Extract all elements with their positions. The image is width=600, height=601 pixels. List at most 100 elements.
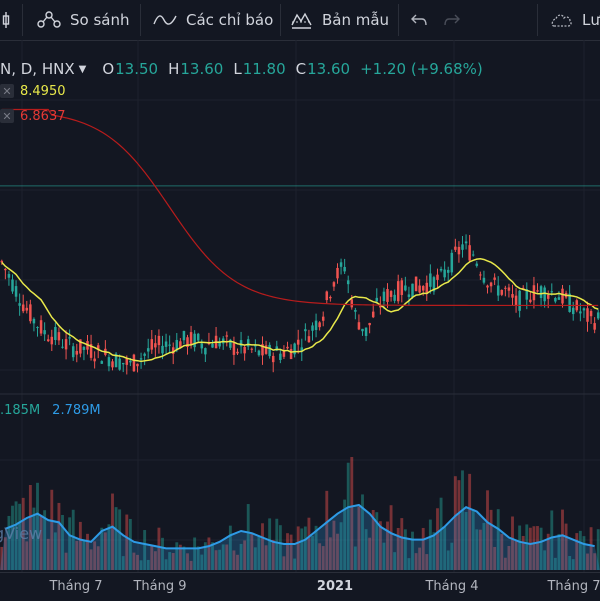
volume-bar — [439, 497, 443, 570]
candle-body — [582, 308, 586, 311]
candle-body — [161, 345, 164, 354]
redo-button[interactable] — [443, 0, 461, 40]
candle-body — [121, 362, 125, 365]
candle-body — [379, 305, 382, 308]
compare-button[interactable]: So sánh — [36, 0, 130, 40]
volume-bar — [68, 517, 72, 570]
volume-bar — [39, 514, 43, 570]
candle-body — [514, 295, 518, 306]
volume-bar — [428, 519, 432, 570]
candle-body — [29, 304, 32, 322]
volume-bar — [421, 527, 425, 570]
candle-body — [486, 285, 489, 288]
candle-body — [296, 339, 300, 345]
volume-bar — [286, 533, 289, 570]
volume-bar — [118, 509, 122, 570]
candle-body — [396, 281, 400, 302]
volume-bar — [82, 540, 86, 570]
candle-body — [182, 331, 186, 341]
volume-bar — [571, 559, 575, 570]
candle-body — [593, 323, 596, 330]
price-chart[interactable] — [0, 40, 600, 572]
candle-body — [314, 320, 318, 330]
volume-bar — [61, 514, 64, 570]
candle-body — [561, 288, 564, 304]
candle-body — [518, 290, 521, 311]
candle-body — [496, 285, 500, 296]
toolbar-divider — [537, 4, 538, 36]
compare-icon — [37, 11, 61, 28]
volume-bar — [378, 521, 382, 570]
volume-bar — [382, 542, 386, 570]
templates-button[interactable]: Bản mẫu — [290, 0, 389, 40]
candle-body — [436, 274, 439, 280]
candle-body — [125, 358, 129, 365]
candle-body — [557, 297, 561, 300]
save-button[interactable]: Lư — [548, 0, 600, 40]
undo-button[interactable] — [410, 0, 428, 40]
candle-body — [414, 276, 418, 292]
volume-bar — [303, 526, 307, 570]
volume-bar — [553, 557, 557, 570]
candle-body — [46, 339, 50, 342]
volume-bar — [450, 542, 454, 570]
volume-bar — [0, 546, 4, 570]
volume-bar — [446, 550, 450, 570]
ma-slow-value: 6.8637 — [20, 108, 66, 124]
volume-bar — [407, 558, 411, 570]
volume-bar — [321, 546, 325, 570]
volume-bar — [536, 526, 539, 570]
candle-body — [364, 327, 368, 336]
candle-body — [204, 348, 207, 355]
ma-fast-line — [1, 257, 599, 363]
candle-body — [11, 279, 14, 292]
volume-bar — [57, 502, 61, 570]
candle-body — [32, 318, 36, 324]
candle-body — [525, 289, 529, 300]
indicators-icon — [153, 15, 177, 25]
candle-body — [579, 311, 582, 314]
candle-body — [471, 254, 475, 256]
volume-bar — [50, 489, 54, 570]
time-axis[interactable]: Tháng 7 Tháng 9 2021 Tháng 4 Tháng 7 — [0, 572, 600, 601]
volume-bar — [186, 553, 189, 570]
volume-bar — [493, 546, 497, 570]
volume-bar — [518, 525, 522, 570]
volume-value: .185M — [0, 403, 41, 418]
volume-bar — [328, 537, 332, 570]
volume-bar — [357, 506, 361, 570]
candle-body — [439, 268, 443, 271]
candle-body — [454, 246, 457, 250]
volume-bar — [189, 560, 193, 570]
change-value: +1.20 (+9.68%) — [360, 60, 483, 78]
candle-body — [421, 286, 425, 291]
volume-bar — [521, 535, 525, 570]
tradingview-watermark: gView — [0, 524, 43, 543]
volume-bar — [411, 531, 414, 570]
symbol-dropdown-icon[interactable]: ▼ — [78, 63, 87, 75]
close-icon[interactable]: ✕ — [0, 109, 14, 123]
volume-bar — [236, 554, 239, 570]
volume-bar — [332, 520, 336, 570]
volume-bar — [228, 525, 232, 570]
candle-body — [386, 289, 389, 302]
candle-body — [143, 353, 146, 356]
volume-bar — [353, 546, 357, 570]
candle-body — [346, 280, 350, 285]
candle-body — [189, 332, 193, 345]
candle-body — [279, 353, 282, 360]
volume-bar — [389, 505, 393, 570]
open-key: O — [102, 60, 115, 78]
volume-bar — [296, 526, 300, 570]
candles-icon[interactable] — [0, 0, 22, 40]
candle-body — [339, 262, 343, 267]
volume-bar — [14, 501, 18, 570]
close-value: 13.60 — [307, 60, 351, 78]
volume-bar — [18, 503, 22, 570]
templates-label: Bản mẫu — [322, 11, 390, 29]
close-icon[interactable]: ✕ — [0, 84, 14, 98]
volume-bar — [343, 499, 347, 570]
candle-body — [157, 335, 161, 346]
indicators-button[interactable]: Các chỉ báo — [152, 0, 273, 40]
symbol-label[interactable]: N, D, HNX — [0, 60, 75, 78]
